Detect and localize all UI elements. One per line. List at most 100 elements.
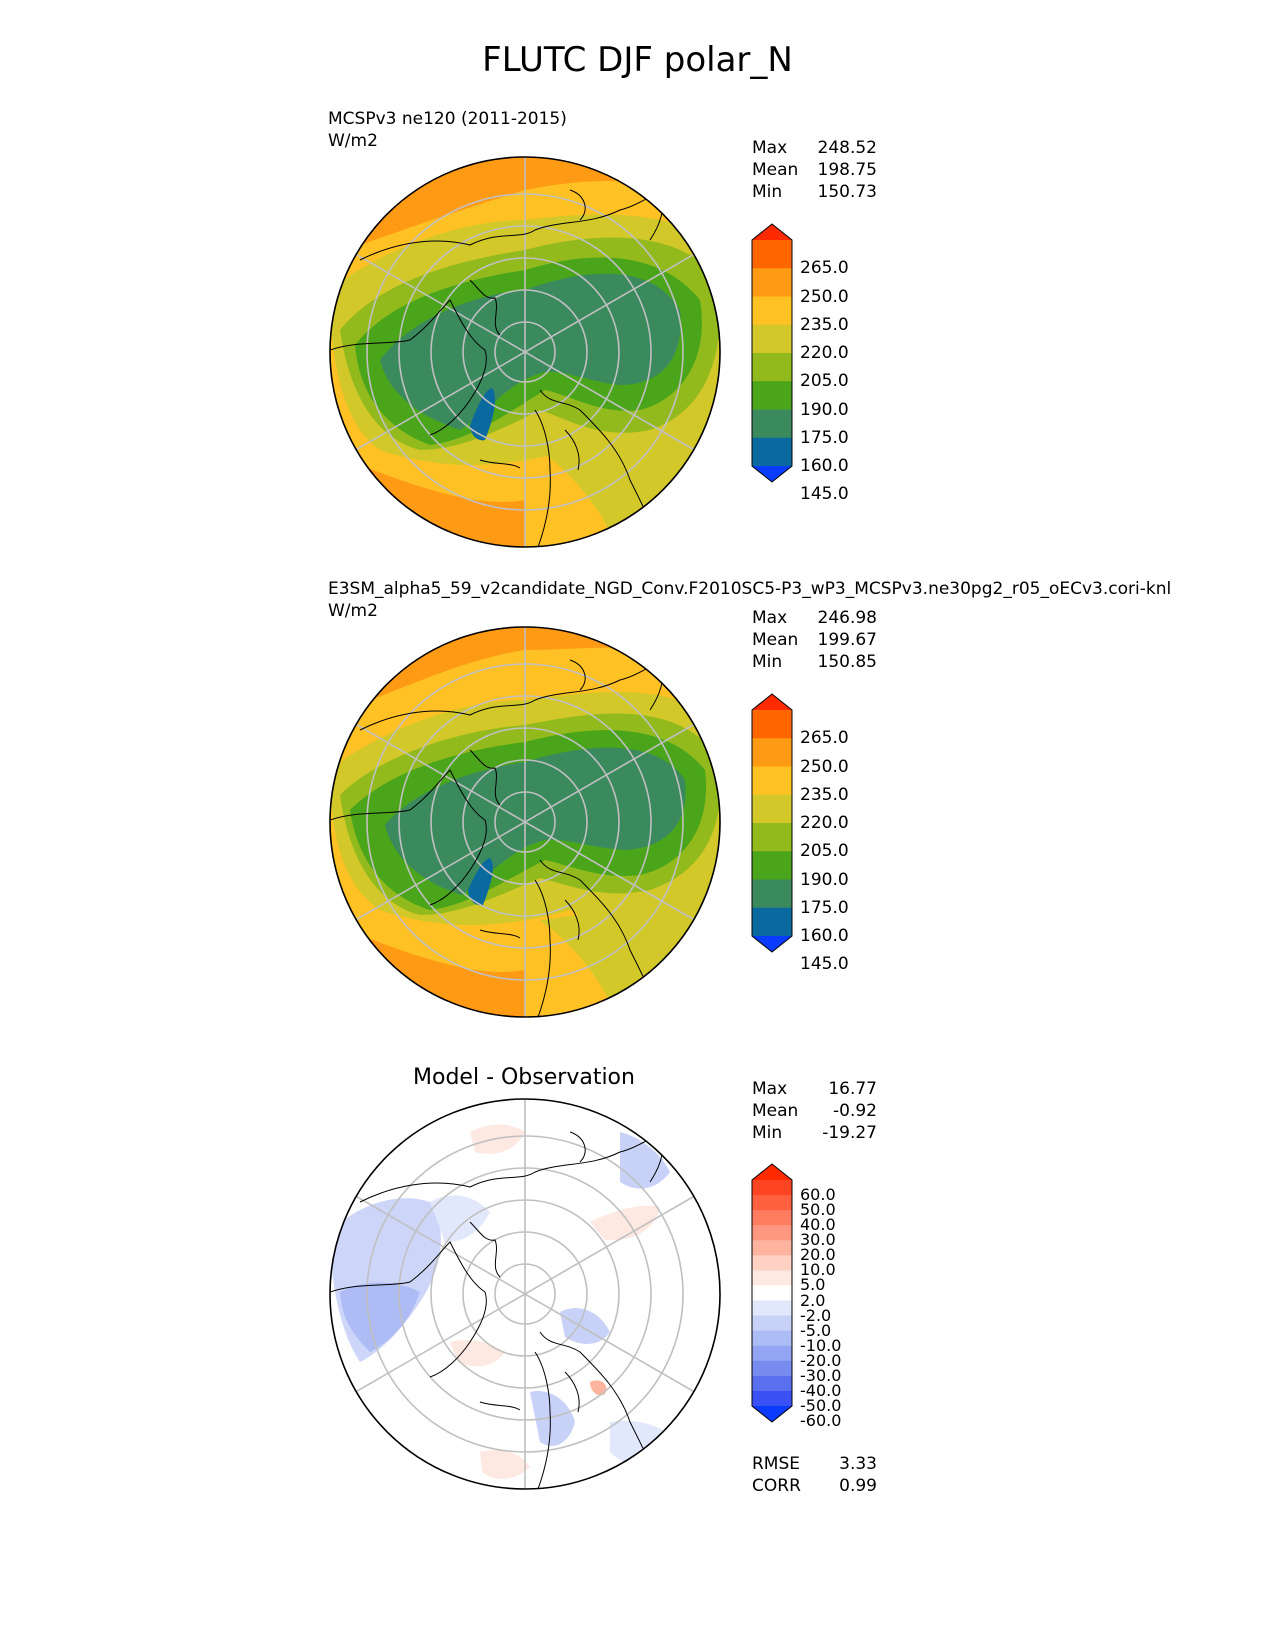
diff-colorbar-label: 20.0 xyxy=(800,1245,836,1265)
main-colorbar-segment xyxy=(752,823,792,852)
panel-1-stats: Max 248.52 Mean 198.75 Min 150.73 xyxy=(752,137,877,203)
panel-2-stats: Max 246.98 Mean 199.67 Min 150.85 xyxy=(752,607,877,673)
main-colorbar-segment xyxy=(752,907,792,937)
diff-colorbar-segment xyxy=(752,1360,792,1377)
diff-colorbar-label: 2.0 xyxy=(800,1290,826,1310)
min-label: Min xyxy=(752,652,783,672)
diff-colorbar-segment xyxy=(752,1195,792,1211)
diff-colorbar-label: -20.0 xyxy=(800,1350,842,1370)
max-label: Max xyxy=(752,1079,788,1099)
mean-value: 199.67 xyxy=(817,630,877,650)
difference-metrics: RMSE 3.33 CORR 0.99 xyxy=(752,1453,877,1497)
figure-title: FLUTC DJF polar_N xyxy=(482,40,793,80)
diff-colorbar-segment xyxy=(752,1285,792,1302)
main-colorbar-segment xyxy=(752,353,792,382)
min-label: Min xyxy=(752,1123,783,1143)
min-label: Min xyxy=(752,182,783,202)
main-colorbar-label: 175.0 xyxy=(800,897,849,918)
diff-colorbar-outline xyxy=(751,1163,793,1423)
panel-1-units: W/m2 xyxy=(328,131,378,151)
main-colorbar-outline xyxy=(751,223,793,483)
min-value: 150.73 xyxy=(817,182,877,202)
main-colorbar-segment xyxy=(752,879,792,909)
difference-polar-map xyxy=(329,1098,721,1490)
max-value: 16.77 xyxy=(828,1079,877,1099)
diff-colorbar-segment xyxy=(752,1270,792,1286)
main-colorbar-label: 145.0 xyxy=(800,484,849,505)
diff-colorbar-segment xyxy=(752,1255,792,1271)
diff-colorbar-label: 50.0 xyxy=(800,1200,836,1220)
diff-colorbar-label: -2.0 xyxy=(800,1305,832,1325)
main-colorbar-label: 145.0 xyxy=(800,954,849,975)
panel-3-stats: Max 16.77 Mean -0.92 Min -19.27 xyxy=(752,1078,877,1144)
diff-colorbar-label: -10.0 xyxy=(800,1335,842,1355)
main-colorbar-segment xyxy=(752,437,792,467)
main-colorbar-segment xyxy=(752,381,792,410)
min-value: -19.27 xyxy=(822,1123,877,1143)
panel-2-colorbar-labels: 265.0 250.0 235.0 220.0 205.0 190.0 175.0 160.0… xyxy=(800,680,890,973)
difference-colorbar-labels: 60.0 50.0 40.0 30.0 20.0 10.0 5.0 2.0 -2.0 -5.0 -1… xyxy=(800,1150,890,1436)
max-value: 246.98 xyxy=(817,608,877,628)
diff-colorbar-segment xyxy=(752,1375,792,1392)
panel-1-colorbar-labels: 265.0 250.0 235.0 220.0 205.0 190.0 175.0 160.0… xyxy=(800,210,890,503)
panel-2-polar-map xyxy=(329,626,721,1018)
main-colorbar-segment xyxy=(752,851,792,880)
main-colorbar-label: 175.0 xyxy=(800,427,849,448)
diff-colorbar-label: -40.0 xyxy=(800,1380,842,1400)
difference-title: Model - Observation xyxy=(413,1065,635,1090)
panel-1-polar-map xyxy=(329,156,721,548)
diff-colorbar-label: 30.0 xyxy=(800,1230,836,1250)
main-colorbar-label: 265.0 xyxy=(800,258,849,279)
corr-label: CORR xyxy=(752,1476,801,1496)
main-colorbar-segment xyxy=(752,794,792,824)
mean-label: Mean xyxy=(752,1101,799,1121)
main-colorbar-label: 190.0 xyxy=(800,869,849,890)
main-colorbar-segment xyxy=(752,296,792,326)
main-colorbar-bottom-cap xyxy=(752,936,792,952)
main-colorbar-bottom-cap xyxy=(752,466,792,482)
diff-colorbar-segment xyxy=(752,1345,792,1362)
main-colorbar-label: 235.0 xyxy=(800,314,849,335)
diff-colorbar-segment xyxy=(752,1225,792,1241)
main-colorbar-segment xyxy=(752,268,792,297)
diff-colorbar-segment xyxy=(752,1330,792,1347)
diff-colorbar-label: 5.0 xyxy=(800,1275,826,1295)
diff-colorbar-label: -30.0 xyxy=(800,1365,842,1385)
rmse-value: 3.33 xyxy=(839,1454,877,1474)
main-colorbar-label: 250.0 xyxy=(800,756,849,777)
main-colorbar-top-cap xyxy=(752,694,792,710)
corr-value: 0.99 xyxy=(839,1476,877,1496)
main-colorbar-segment xyxy=(752,710,792,739)
panel-2-subtitle: E3SM_alpha5_59_v2candidate_NGD_Conv.F201… xyxy=(328,579,1172,599)
main-colorbar-label: 160.0 xyxy=(800,926,849,946)
main-colorbar-label: 265.0 xyxy=(800,728,849,749)
main-colorbar-label: 235.0 xyxy=(800,784,849,805)
main-colorbar-segment xyxy=(752,324,792,354)
diff-colorbar-bottom-cap xyxy=(752,1406,792,1422)
main-colorbar-label: 190.0 xyxy=(800,399,849,420)
min-value: 150.85 xyxy=(817,652,877,672)
mean-label: Mean xyxy=(752,630,799,650)
diff-colorbar-label: 40.0 xyxy=(800,1215,836,1235)
diff-colorbar-segment xyxy=(752,1300,792,1317)
difference-colorbar xyxy=(751,1163,793,1423)
panel-1-colorbar xyxy=(751,223,793,483)
diff-colorbar-label: -60.0 xyxy=(800,1411,842,1431)
mean-value: 198.75 xyxy=(817,160,877,180)
diff-colorbar-label: -5.0 xyxy=(800,1320,832,1340)
main-colorbar-label: 205.0 xyxy=(800,841,849,862)
mean-value: -0.92 xyxy=(833,1101,877,1121)
main-colorbar-label: 250.0 xyxy=(800,286,849,307)
panel-1-subtitle: MCSPv3 ne120 (2011-2015) xyxy=(328,109,567,129)
max-value: 248.52 xyxy=(817,138,877,158)
diff-colorbar-label: 60.0 xyxy=(800,1185,836,1205)
main-colorbar-top-cap xyxy=(752,224,792,240)
diff-colorbar-segment xyxy=(752,1240,792,1256)
main-colorbar-segment xyxy=(752,766,792,796)
main-colorbar-segment xyxy=(752,409,792,439)
panel-2-units: W/m2 xyxy=(328,601,378,621)
main-colorbar-label: 160.0 xyxy=(800,456,849,476)
main-colorbar-label: 220.0 xyxy=(800,813,849,833)
main-colorbar-segment xyxy=(752,738,792,767)
max-label: Max xyxy=(752,138,788,158)
